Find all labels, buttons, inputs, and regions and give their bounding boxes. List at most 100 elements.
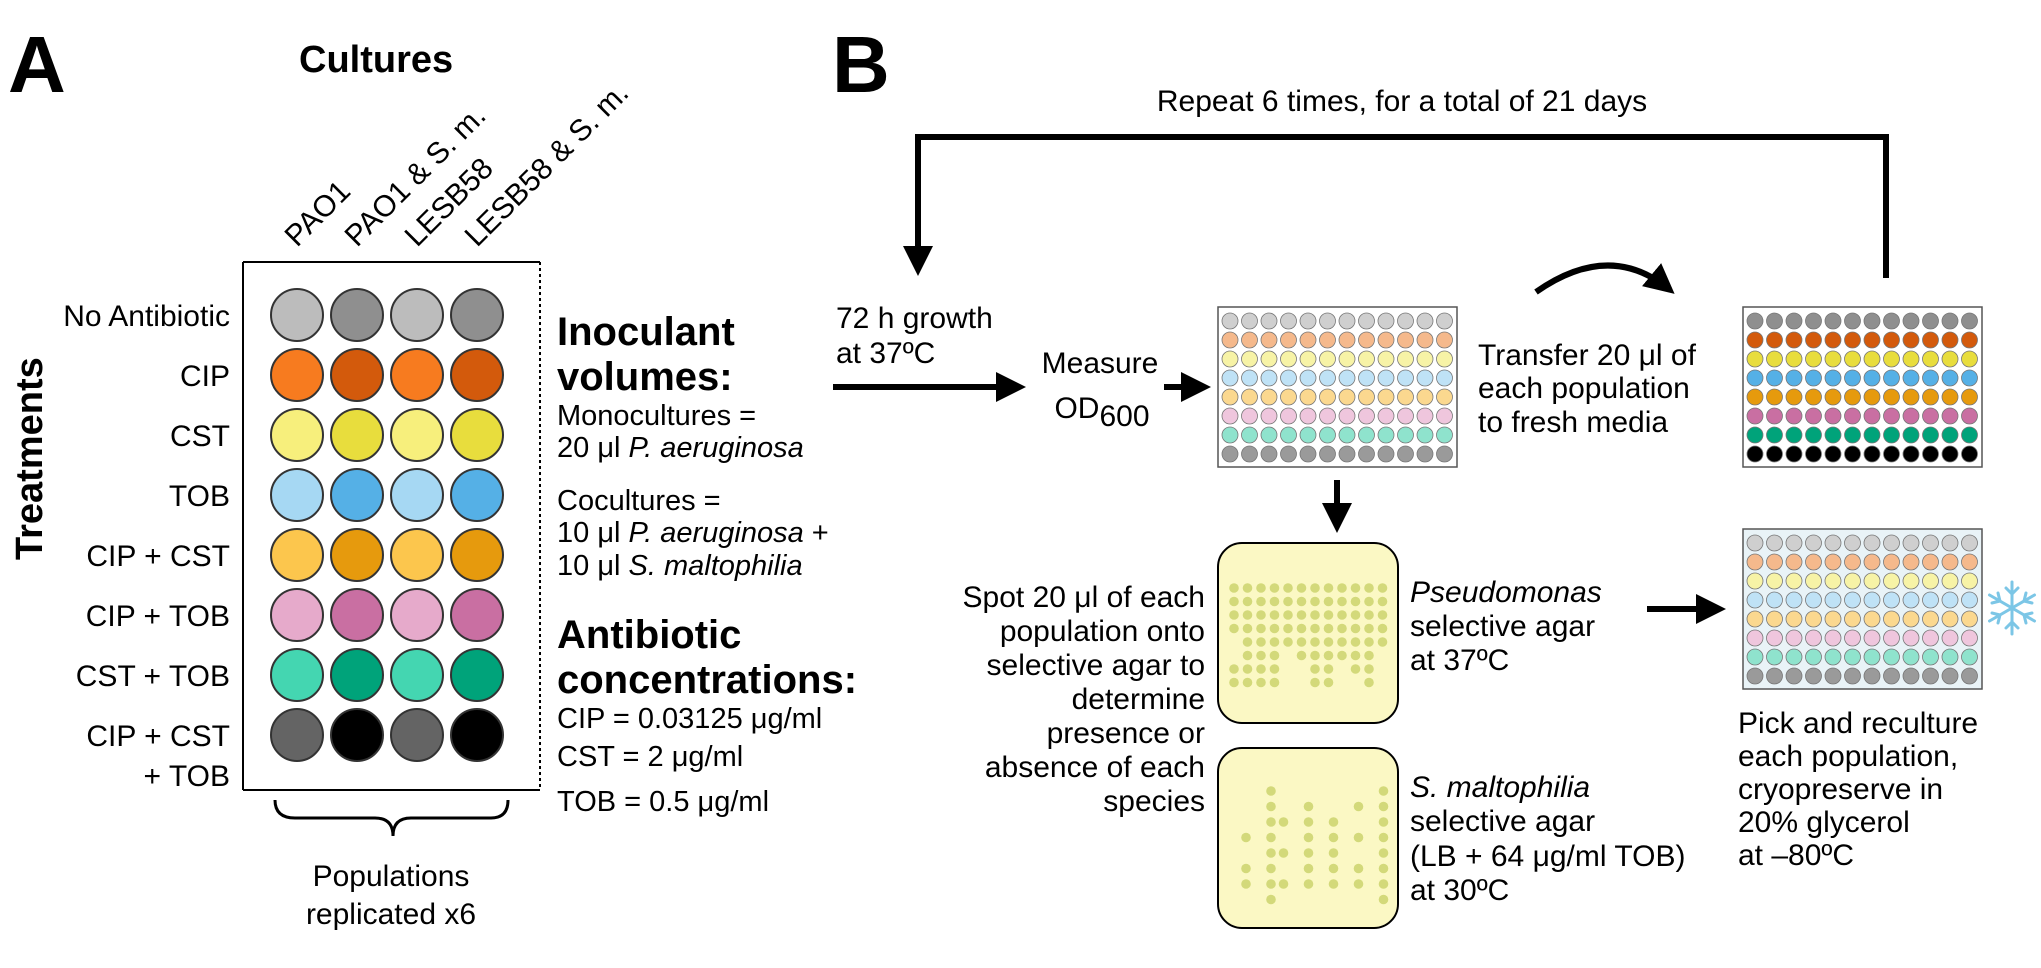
plate-well [1436, 407, 1453, 425]
plate-well [1397, 388, 1414, 406]
repeat-text: Repeat 6 times, for a total of 21 days [1157, 85, 1647, 118]
agar-colony [1378, 832, 1389, 843]
agar-colony [1377, 610, 1388, 620]
plate-well [1824, 572, 1842, 590]
plate-well [1902, 534, 1920, 552]
agar-colony [1256, 650, 1266, 661]
pseudomonas-agar-plate [1217, 542, 1399, 724]
agar-colony [1229, 596, 1239, 607]
pick-line1: Pick and reculture [1738, 707, 1978, 740]
plate-well [1397, 407, 1414, 425]
culture-well [450, 288, 504, 342]
agar-colony [1350, 637, 1361, 647]
plate-well [1785, 445, 1803, 463]
plate-well [1338, 350, 1356, 368]
culture-well [270, 288, 324, 342]
plate-well [1863, 667, 1881, 685]
plate-well [1358, 312, 1375, 330]
plate-well [1883, 572, 1900, 590]
plate-well [1746, 388, 1764, 406]
plate-well [1902, 388, 1920, 406]
plate-well [1922, 331, 1939, 349]
transfer-line1: Transfer 20 μl of [1478, 339, 1697, 372]
agar-colony [1283, 637, 1293, 647]
plate-well [1397, 426, 1414, 444]
plate-well [1746, 591, 1764, 609]
transfer-arrow [1534, 262, 1675, 295]
plate-well [1766, 591, 1783, 609]
plate-well [1766, 610, 1783, 628]
plate-well [1397, 445, 1414, 463]
agar-colony [1328, 863, 1339, 874]
agar-colony [1269, 623, 1280, 634]
measure-od-subscript: 600 [1099, 400, 1149, 433]
measure-line1: Measure [1042, 347, 1159, 380]
agar-colony [1337, 623, 1347, 634]
plate-well [1863, 629, 1881, 647]
spot-line3: selective agar to [987, 649, 1205, 682]
culture-well [270, 648, 324, 702]
row-label-cip-cst-tob-line1: CIP + CST [86, 720, 230, 753]
plate-well [1358, 369, 1375, 387]
plate-well [1902, 648, 1920, 666]
plate-well [1746, 667, 1764, 685]
plate-well [1785, 388, 1803, 406]
plate-well [1766, 369, 1783, 387]
culture-well [330, 588, 384, 642]
maltophilia-agar-dots [1241, 786, 1389, 905]
plate-well [1338, 407, 1356, 425]
agar-colony [1323, 650, 1334, 661]
culture-well [390, 588, 444, 642]
agar-colony [1256, 637, 1266, 647]
plate-well [1824, 629, 1842, 647]
agar-colony [1266, 832, 1276, 843]
plate-well [1358, 350, 1375, 368]
plate-well [1358, 426, 1375, 444]
agar-colony [1350, 650, 1361, 661]
plate-well [1746, 648, 1764, 666]
plate-well [1844, 445, 1861, 463]
row-labels: No Antibiotic CIP CST TOB CIP + CST CIP … [63, 300, 230, 793]
plate-well [1260, 388, 1278, 406]
plate-well [1863, 610, 1881, 628]
plate-well [1863, 350, 1881, 368]
plate-well [1299, 426, 1317, 444]
agar-colony [1296, 650, 1307, 661]
plate-well [1844, 610, 1861, 628]
plate-well [1941, 350, 1959, 368]
agar-colony [1310, 610, 1320, 620]
plate-well [1805, 388, 1822, 406]
culture-well [270, 468, 324, 522]
row-label-cip-cst-tob-line2: + TOB [144, 760, 230, 793]
treatments-title: Treatments [9, 357, 51, 560]
growth-line2: at 37ºC [836, 337, 935, 370]
plate-well [1805, 350, 1822, 368]
cocultures-volume-pa: 10 μl [557, 517, 629, 549]
agar-colony [1242, 650, 1253, 661]
plate-well [1785, 572, 1803, 590]
plate-well [1805, 534, 1822, 552]
plate-well [1436, 331, 1453, 349]
transfer-line3: to fresh media [1478, 406, 1668, 439]
agar-colony [1337, 610, 1347, 620]
agar-colony [1296, 583, 1307, 593]
plate-well [1805, 553, 1822, 571]
plate-well [1961, 553, 1978, 571]
plate-well [1824, 407, 1842, 425]
plate-well [1805, 667, 1822, 685]
plate-well [1436, 388, 1453, 406]
agar-colony [1350, 623, 1361, 634]
plate-well [1941, 331, 1959, 349]
plate-well [1805, 629, 1822, 647]
plate-well [1299, 388, 1317, 406]
plate-well [1844, 572, 1861, 590]
plate-well [1961, 331, 1978, 349]
agar-colony [1310, 637, 1320, 647]
plate-well [1844, 407, 1861, 425]
plate-well [1785, 407, 1803, 425]
plate-well [1377, 350, 1395, 368]
plate-well [1844, 388, 1861, 406]
plate-well [1436, 350, 1453, 368]
plate-well [1377, 426, 1395, 444]
plate-well [1922, 553, 1939, 571]
